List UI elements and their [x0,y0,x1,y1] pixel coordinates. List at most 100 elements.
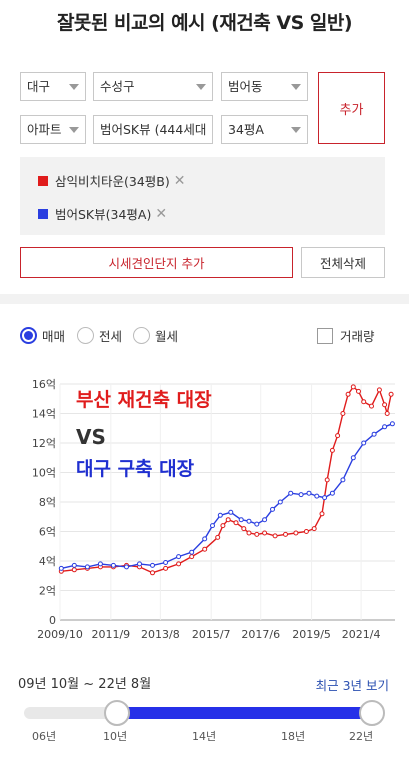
y-tick-label: 14억 [32,408,56,421]
data-point [163,560,169,565]
x-axis: 2009/10 2011/9 2013/8 2015/7 2017/6 2019/5 202… [37,628,380,641]
dong-select-value: 범어동 [228,79,263,94]
radio-trade-monthly[interactable]: 월세 [133,326,178,345]
x-tick-label: 2021/4 [342,628,381,641]
x-tick-label: 2017/6 [241,628,280,641]
radio-icon [133,327,150,344]
range-tick: 18년 [281,730,306,743]
x-tick-label: 2013/8 [141,628,180,641]
data-point [189,554,195,560]
overlay-text-busan: 부산 재건축 대장 [76,389,212,411]
delete-all-button[interactable]: 전체삭제 [301,247,385,278]
recent-3y-link[interactable]: 최근 3년 보기 [315,678,389,693]
x-tick-label: 2011/9 [91,628,130,641]
data-point [233,520,239,526]
checkbox-label: 거래량 [340,329,375,344]
data-point [110,562,116,568]
data-point [329,490,335,496]
compare-item: 삼익비치타운(34평B) ✕ [38,171,185,190]
district-select-value: 수성구 [100,79,135,94]
y-tick-label: 10억 [32,467,56,480]
y-tick-label: 4억 [39,555,56,568]
size-select-value: 34평A [228,122,264,137]
data-point [210,523,215,529]
range-tick: 06년 [32,730,57,743]
x-tick-label: 2009/10 [37,628,83,641]
data-point [71,562,77,568]
data-point [384,411,390,416]
data-point [84,564,90,570]
chevron-down-icon [291,127,301,133]
data-point [306,490,312,496]
data-point [298,492,304,498]
section-divider [0,294,409,304]
data-point [369,403,374,409]
x-tick-label: 2019/5 [292,628,331,641]
data-point [361,440,367,446]
data-point [202,546,208,552]
range-tick: 22년 [349,730,374,743]
data-point [388,391,394,397]
range-tick: 10년 [103,730,128,743]
data-point [322,495,328,501]
chevron-down-icon [69,84,79,90]
compare-list: 삼익비치타운(34평B) ✕ 범어SK뷰(34평A) ✕ [20,157,385,235]
chevron-down-icon [196,84,206,90]
data-point [97,561,103,567]
chevron-down-icon [69,127,79,133]
data-point [202,536,208,542]
data-point [228,509,234,515]
data-point [176,561,182,567]
data-point [361,399,367,405]
data-point [324,477,330,483]
radio-trade-jeonse[interactable]: 전세 [77,326,122,345]
date-range-label: 09년 10월 ~ 22년 8월 [18,677,152,692]
radio-selected-icon [20,327,37,344]
data-point [314,493,320,499]
price-chart: 16억 14억 12억 10억 8억 6억 4억 2억 0 2009/10 2011/9 2013/… [32,378,395,641]
x-tick-label: 2015/7 [192,628,231,641]
data-point [163,565,169,571]
data-point [350,455,356,461]
type-select[interactable]: 아파트 [20,115,86,144]
data-point [319,511,325,517]
data-point [350,384,356,390]
type-select-value: 아파트 [27,122,62,137]
data-point [272,533,278,539]
add-button[interactable]: 추가 [318,72,385,144]
data-point [246,530,252,536]
city-select-value: 대구 [27,79,51,94]
close-icon[interactable]: ✕ [155,205,168,222]
data-point [137,561,142,567]
complex-select[interactable]: 범어SK뷰 (444세대 [93,115,213,144]
data-point [241,526,247,532]
range-start-handle[interactable] [104,700,130,726]
dong-select[interactable]: 범어동 [221,72,308,101]
chart-series [58,384,395,576]
complex-select-value: 범어SK뷰 (444세대 [100,122,207,137]
chart-grid [59,383,395,621]
radio-trade-sale[interactable]: 매매 [20,326,65,345]
data-point [262,517,268,523]
size-select[interactable]: 34평A [221,115,308,144]
volume-checkbox[interactable]: 거래량 [317,326,375,345]
y-tick-label: 12억 [32,437,56,450]
data-point [215,534,221,540]
y-tick-label: 16억 [32,378,56,391]
data-point [58,565,64,571]
add-price-leader-button[interactable]: 시세견인단지 추가 [20,247,293,278]
range-end-handle[interactable] [359,700,385,726]
close-icon[interactable]: ✕ [173,172,186,189]
y-axis: 16억 14억 12억 10억 8억 6억 4억 2억 0 [32,378,56,627]
city-select[interactable]: 대구 [20,72,86,101]
overlay-text-daegu: 대구 구축 대장 [76,458,195,480]
radio-label: 월세 [155,329,179,344]
y-tick-label: 8억 [39,496,56,509]
data-point [150,562,155,568]
series-sk [58,421,395,571]
district-select[interactable]: 수성구 [93,72,213,101]
data-point [371,431,377,437]
radio-icon [77,327,94,344]
compare-item-label: 삼익비치타운(34평B) [55,174,170,189]
y-tick-label: 0 [49,614,56,627]
